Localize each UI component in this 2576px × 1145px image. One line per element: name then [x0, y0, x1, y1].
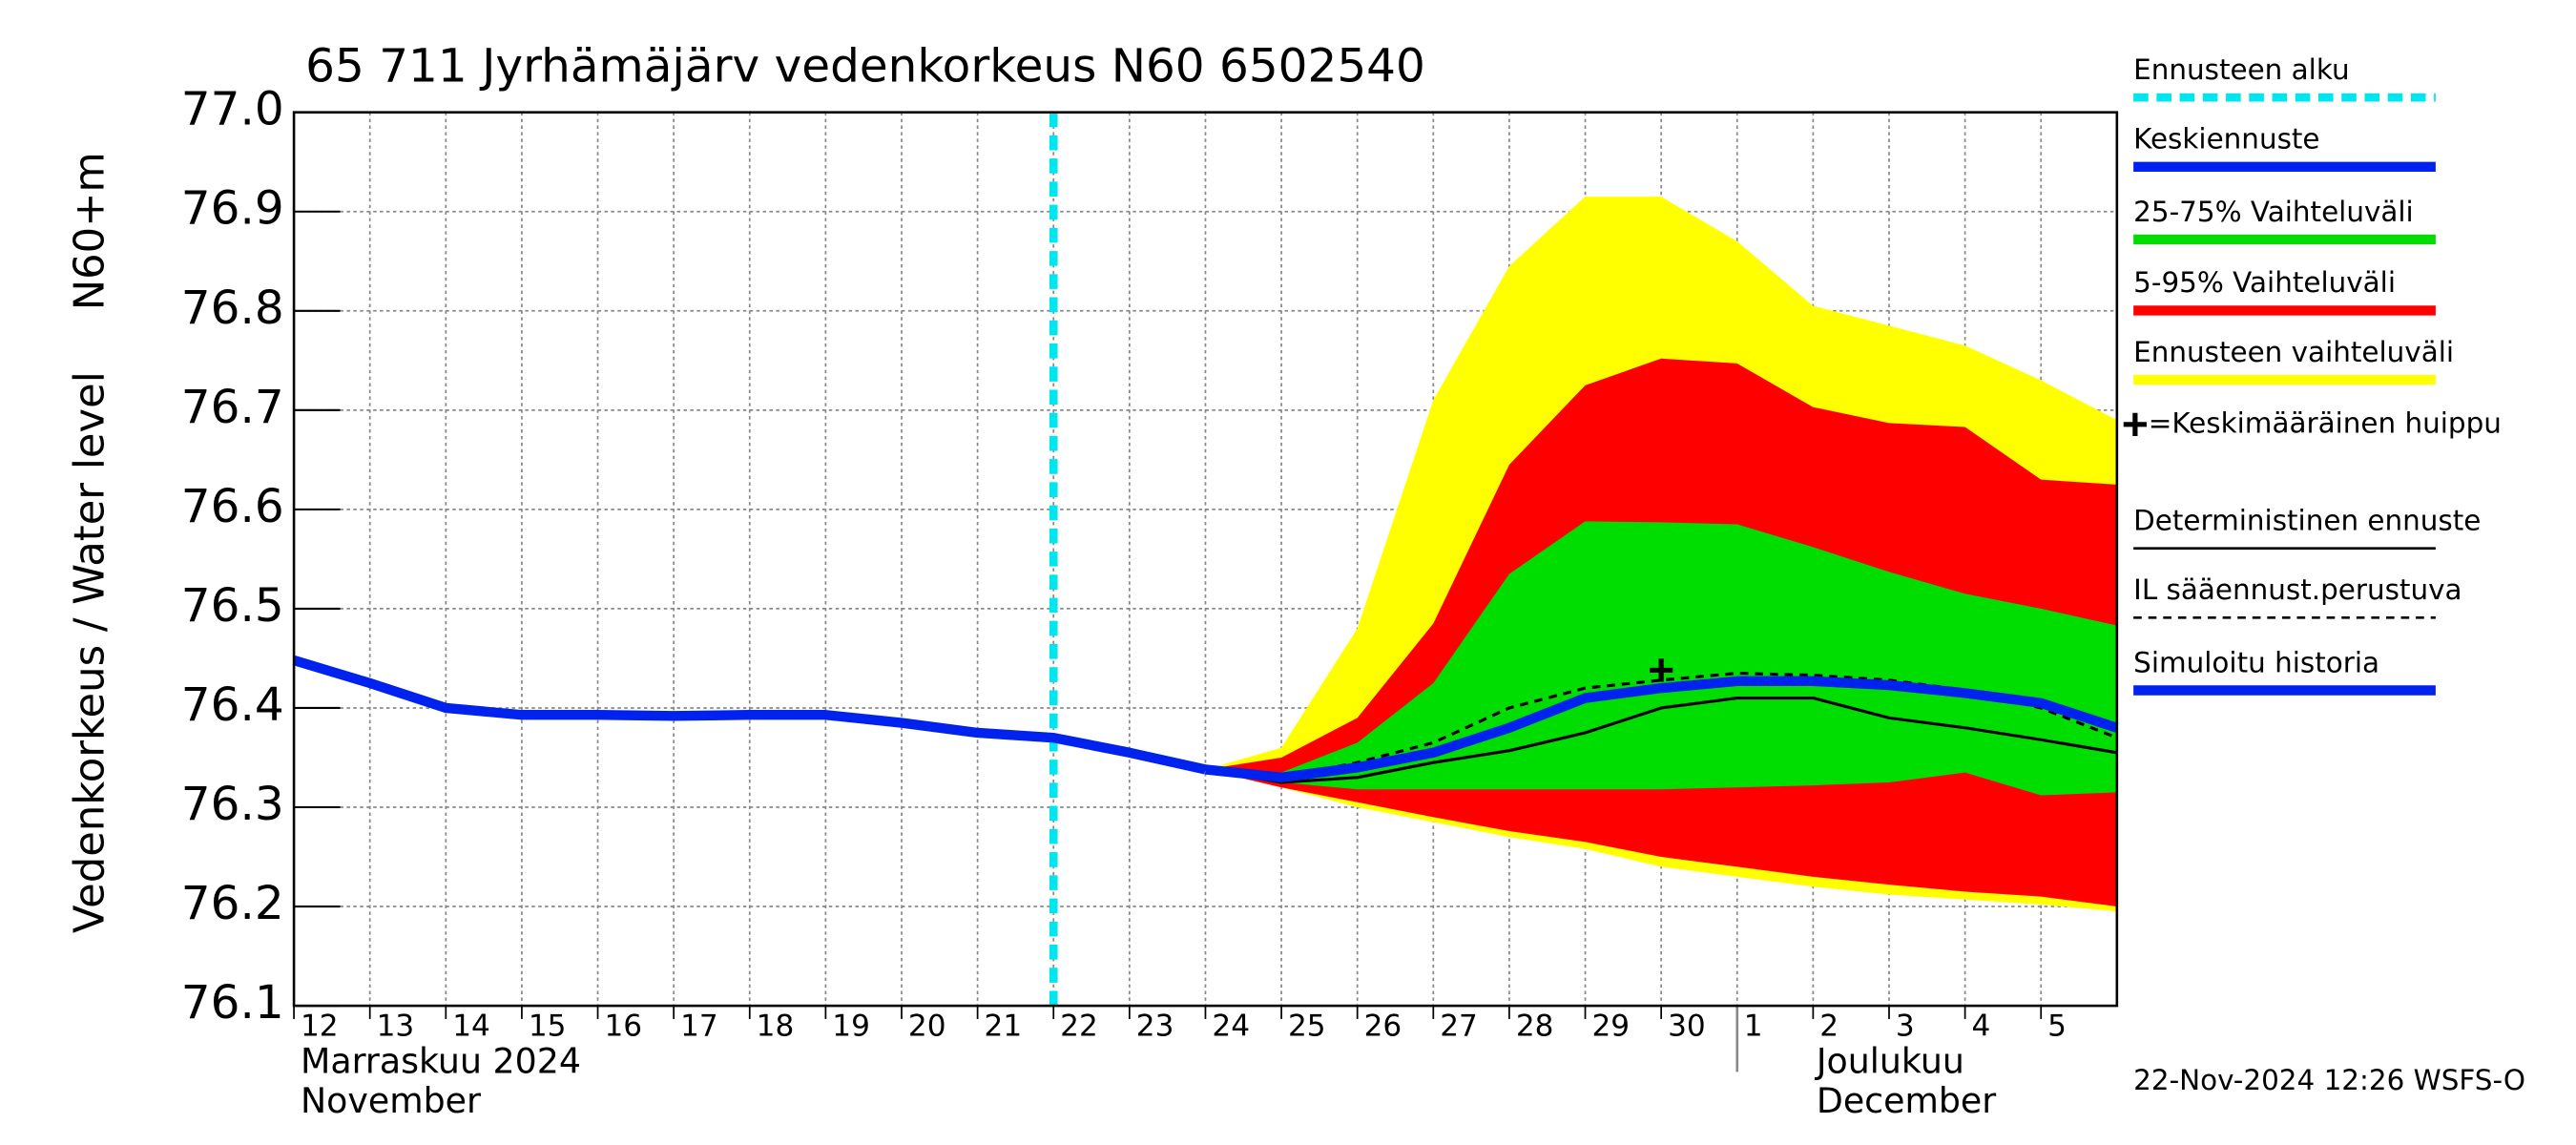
- y-tick-label: 76.4: [181, 678, 284, 732]
- legend-label: Simuloitu historia: [2133, 646, 2379, 678]
- y-axis-label: Vedenkorkeus / Water level: [66, 371, 114, 933]
- y-tick-label: 76.8: [181, 281, 284, 335]
- legend-label: Deterministinen ennuste: [2133, 504, 2481, 536]
- x-tick-label: 25: [1288, 1010, 1326, 1044]
- x-tick-label: 1: [1744, 1010, 1763, 1044]
- x-tick-label: 2: [1819, 1010, 1839, 1044]
- timestamp: 22-Nov-2024 12:26 WSFS-O: [2133, 1064, 2525, 1096]
- line: [292, 656, 1207, 775]
- y-tick-label: 76.6: [181, 480, 284, 533]
- y-tick-label: 77.0: [181, 83, 284, 136]
- legend-label: Ennusteen alku: [2133, 53, 2349, 86]
- month-label: Marraskuu 2024: [301, 1041, 581, 1082]
- month-label: November: [301, 1080, 481, 1121]
- line: [1205, 696, 2118, 784]
- month-label: Joulukuu: [1815, 1041, 1964, 1082]
- legend-label: 25-75% Vaihteluväli: [2133, 196, 2414, 228]
- x-tick-label: 28: [1516, 1010, 1554, 1044]
- line: [1204, 676, 2119, 782]
- x-tick-label: 26: [1364, 1010, 1402, 1044]
- x-tick-label: 23: [1136, 1010, 1174, 1044]
- x-tick-label: 17: [680, 1010, 718, 1044]
- y-tick-label: 76.3: [181, 778, 284, 831]
- x-tick-label: 29: [1591, 1010, 1630, 1044]
- x-tick-label: 27: [1440, 1010, 1478, 1044]
- x-tick-label: 5: [2047, 1010, 2067, 1044]
- y-axis-unit: N60+m: [66, 152, 114, 310]
- legend-marker: [2123, 412, 2147, 436]
- legend-label: Ennusteen vaihteluväli: [2133, 336, 2454, 368]
- legend-label: Keskiennuste: [2133, 123, 2319, 156]
- x-tick-label: 3: [1896, 1010, 1915, 1044]
- x-tick-label: 16: [604, 1010, 642, 1044]
- month-label: December: [1817, 1080, 1996, 1121]
- x-tick-label: 13: [377, 1010, 415, 1044]
- plot-frame: [292, 111, 2119, 1008]
- legend-label: =Keskimääräinen huippu: [2149, 406, 2502, 439]
- y-tick-label: 76.1: [181, 976, 284, 1030]
- legend-label: 5-95% Vaihteluväli: [2133, 266, 2396, 299]
- band: [1205, 521, 2117, 796]
- x-tick-label: 15: [529, 1010, 567, 1044]
- y-tick-label: 76.7: [181, 381, 284, 434]
- chart-title: 65 711 Jyrhämäjärv vedenkorkeus N60 6502…: [305, 40, 1425, 94]
- peak-marker: [1650, 658, 1673, 682]
- x-tick-label: 22: [1060, 1010, 1098, 1044]
- y-tick-label: 76.9: [181, 182, 284, 236]
- x-tick-label: 12: [301, 1010, 339, 1044]
- x-tick-label: 21: [985, 1010, 1023, 1044]
- x-tick-label: 4: [1972, 1010, 1991, 1044]
- x-tick-label: 20: [908, 1010, 946, 1044]
- legend-label: IL sääennust.perustuva: [2133, 573, 2462, 606]
- y-tick-label: 76.2: [181, 877, 284, 930]
- x-tick-label: 24: [1212, 1010, 1250, 1044]
- x-tick-label: 18: [757, 1010, 795, 1044]
- x-tick-label: 14: [452, 1010, 490, 1044]
- x-tick-label: 19: [832, 1010, 870, 1044]
- y-tick-label: 76.5: [181, 579, 284, 633]
- x-tick-label: 30: [1668, 1010, 1706, 1044]
